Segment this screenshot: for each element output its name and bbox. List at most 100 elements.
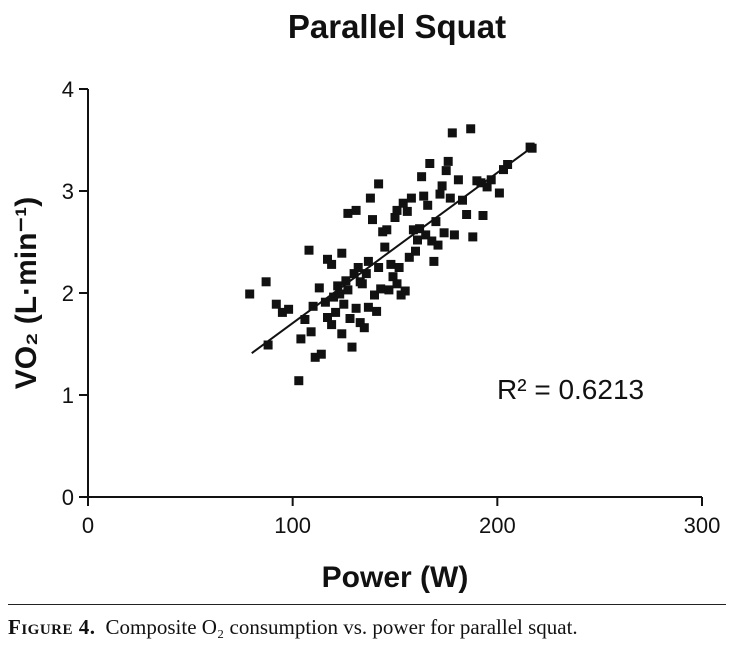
- data-point: [382, 225, 392, 235]
- data-point: [263, 340, 273, 350]
- data-point: [458, 195, 467, 205]
- x-ticks: 0 100 200 300: [82, 497, 720, 538]
- figure-label: Figure 4.: [8, 615, 96, 639]
- data-point: [466, 124, 476, 134]
- y-tick-label: 4: [62, 77, 74, 102]
- data-point: [429, 256, 439, 266]
- trend-line: [251, 146, 533, 354]
- r-squared-annotation: R² = 0.6213: [497, 374, 644, 405]
- data-point: [306, 327, 316, 337]
- data-point: [353, 263, 363, 272]
- data-point: [453, 175, 463, 185]
- data-point: [365, 193, 375, 203]
- data-point: [323, 254, 332, 264]
- chart-title: Parallel Squat: [288, 8, 506, 45]
- data-point: [294, 376, 304, 386]
- data-point: [370, 290, 379, 300]
- data-point: [476, 178, 486, 188]
- data-point: [300, 315, 310, 324]
- data-point: [327, 259, 337, 269]
- data-point: [400, 286, 410, 296]
- data-point: [380, 242, 390, 252]
- data-point: [388, 272, 398, 282]
- data-point: [363, 256, 373, 266]
- data-point: [390, 213, 400, 222]
- data-point: [329, 292, 339, 302]
- y-tick-label: 2: [62, 281, 74, 306]
- data-point: [316, 349, 326, 359]
- x-tick-label: 100: [274, 513, 311, 538]
- y-tick-label: 3: [62, 179, 74, 204]
- data-point: [421, 230, 431, 240]
- data-point: [486, 175, 496, 185]
- data-point: [425, 159, 435, 168]
- data-point: [439, 228, 449, 238]
- data-point: [304, 245, 314, 255]
- y-ticks: 0 1 2 3 4: [62, 77, 88, 510]
- data-point: [445, 193, 455, 203]
- data-point: [427, 236, 437, 246]
- data-point: [468, 232, 478, 242]
- data-point: [335, 289, 345, 299]
- data-point: [351, 205, 361, 215]
- caption-text: Composite O₂ consumption vs. power for p…: [105, 615, 578, 639]
- data-point: [376, 284, 386, 294]
- data-point: [351, 303, 361, 313]
- data-point: [386, 259, 396, 269]
- data-point: [374, 263, 384, 272]
- data-point: [413, 235, 422, 245]
- data-point: [323, 313, 332, 322]
- data-point: [349, 269, 359, 279]
- data-point: [419, 191, 429, 201]
- x-tick-label: 0: [82, 513, 94, 538]
- x-axis-title: Power (W): [322, 561, 469, 594]
- x-tick-label: 200: [479, 513, 516, 538]
- data-point: [284, 304, 294, 314]
- data-point: [343, 208, 353, 218]
- data-point: [443, 156, 453, 166]
- data-point: [437, 181, 447, 191]
- data-point: [384, 285, 394, 295]
- data-point: [372, 306, 382, 316]
- data-point: [417, 172, 427, 182]
- data-point: [402, 206, 412, 216]
- data-point: [327, 320, 337, 330]
- caption-divider: [8, 604, 726, 605]
- data-point: [441, 166, 451, 176]
- data-point: [447, 128, 457, 138]
- data-point: [314, 283, 324, 293]
- data-point: [308, 301, 318, 311]
- data-point: [357, 279, 367, 289]
- data-point: [431, 217, 441, 227]
- data-point: [462, 210, 472, 219]
- data-point: [499, 165, 508, 175]
- scatter-chart: Parallel Squat 0 1 2 3 4 0 100 200 300 R² = 0.6…: [10, 8, 720, 594]
- data-point: [433, 240, 443, 250]
- data-point: [411, 246, 420, 256]
- data-point: [423, 200, 433, 210]
- data-point: [398, 198, 408, 208]
- data-point: [406, 193, 416, 203]
- data-points: [245, 124, 537, 386]
- data-point: [374, 179, 384, 189]
- data-point: [277, 307, 287, 317]
- data-point: [343, 285, 353, 295]
- y-tick-label: 0: [62, 485, 74, 510]
- data-point: [494, 188, 504, 198]
- data-point: [341, 276, 351, 286]
- data-point: [296, 334, 306, 344]
- data-point: [392, 205, 402, 215]
- data-point: [271, 299, 281, 309]
- data-point: [345, 314, 355, 323]
- data-point: [449, 230, 459, 240]
- data-point: [347, 342, 357, 352]
- data-point: [337, 248, 347, 258]
- data-point: [404, 252, 414, 262]
- data-point: [394, 263, 404, 272]
- data-point: [245, 289, 255, 299]
- y-tick-label: 1: [62, 383, 74, 408]
- data-point: [339, 299, 349, 309]
- data-point: [355, 318, 365, 328]
- data-point: [361, 269, 371, 279]
- data-point: [337, 329, 347, 339]
